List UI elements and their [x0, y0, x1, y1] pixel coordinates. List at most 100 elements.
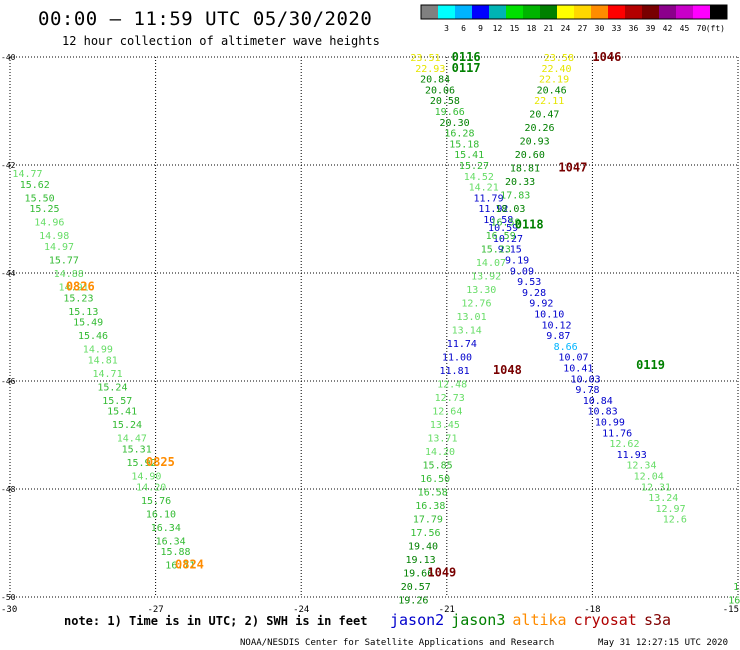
swh-label: 20.84 — [420, 75, 450, 86]
legend-swatch — [557, 5, 575, 19]
legend-unit: (ft) — [706, 24, 725, 33]
satellite-s3a: s3a — [644, 611, 671, 629]
plot-grid — [9, 56, 739, 598]
swh-label: 14.96 — [34, 218, 64, 229]
axis-labels: -40 -42 -44 -46 -48 -50 -30 -27 -24 -21 -18 -15 — [1, 53, 739, 615]
legend-label: 6 — [461, 24, 466, 33]
swh-label: 12.64 — [432, 407, 462, 418]
legend-frame — [420, 4, 728, 20]
swh-label: 17.56 — [410, 528, 440, 539]
satellite-jason2: jason2 — [390, 611, 444, 629]
swh-label: 14.91 — [59, 283, 89, 294]
swh-label: 23.58 — [544, 53, 574, 64]
swh-label: 16.2 — [728, 596, 740, 607]
swh-label: 16.28 — [444, 129, 474, 140]
swh-label: 14.47 — [117, 434, 147, 445]
swh-label: 11.81 — [440, 366, 470, 377]
pass-time-label: 0118 — [515, 217, 544, 231]
swh-label: 19.13 — [406, 555, 436, 566]
legend-label: 27 — [578, 24, 588, 33]
swh-label: 11.92 — [478, 204, 508, 215]
legend-label: 9 — [478, 24, 483, 33]
chart-subtitle: 12 hour collection of altimeter wave hei… — [62, 34, 380, 48]
pass-time-label: 0824 — [175, 558, 204, 572]
swh-label: 15.41 — [454, 150, 484, 161]
swh-label: 15.24 — [112, 420, 142, 431]
swh-label: 18.81 — [510, 164, 540, 175]
y-tick-label: -42 — [1, 161, 16, 170]
swh-label: 10.41 — [563, 364, 593, 375]
swh-label: 10.99 — [595, 418, 625, 429]
swh-label: 11.93 — [617, 450, 647, 461]
pass-time-label: 1049 — [427, 566, 456, 580]
swh-label: 16.34 — [151, 523, 181, 534]
swh-label: 14.98 — [39, 231, 69, 242]
swh-label: 15.76 — [141, 496, 171, 507]
pass-time-label: 1047 — [558, 161, 587, 175]
swh-label: 15.46 — [78, 331, 108, 342]
legend-label: 70 — [697, 24, 707, 33]
swh-label: 13.24 — [648, 493, 678, 504]
swh-label: 14.97 — [44, 242, 74, 253]
swh-label: 17.79 — [413, 515, 443, 526]
legend-label: 15 — [510, 24, 520, 33]
swh-label: 15 — [733, 582, 740, 593]
chart-title: 00:00 – 11:59 UTC 05/30/2020 — [38, 8, 373, 30]
swh-label: 10.07 — [558, 353, 588, 364]
y-tick-label: -50 — [1, 593, 16, 602]
satellite-altika: altika — [512, 611, 566, 629]
swh-label: 16.59 — [490, 218, 520, 229]
y-tick-label: -46 — [1, 377, 16, 386]
legend-swatch — [608, 5, 626, 19]
swh-label: 12.04 — [634, 472, 664, 483]
swh-label: 10.10 — [534, 310, 564, 321]
legend-swatch — [455, 5, 473, 19]
swh-label: 11.74 — [447, 339, 477, 350]
swh-label: 14.81 — [88, 355, 118, 366]
legend-swatch — [693, 5, 711, 19]
swh-label: 10.12 — [541, 320, 571, 331]
legend-swatch — [659, 5, 677, 19]
footer-timestamp: May 31 12:27:15 UTC 2020 — [598, 638, 728, 648]
pass-time-label: 0826 — [66, 280, 95, 294]
pass-time-label: 0117 — [452, 61, 481, 75]
legend-label: 3 — [444, 24, 449, 33]
swh-label: 15.27 — [459, 161, 489, 172]
swh-label: 20.47 — [529, 110, 559, 121]
swh-label: 19.66 — [403, 569, 433, 580]
swh-label: 18.03 — [495, 204, 525, 215]
swh-label: 19.40 — [408, 542, 438, 553]
swh-label: 16.38 — [415, 501, 445, 512]
legend-swatch — [642, 5, 660, 19]
swh-label: 9.53 — [517, 277, 541, 288]
x-tick-label: -30 — [1, 605, 17, 615]
swh-label: 10.84 — [583, 396, 613, 407]
swh-label: 20.30 — [440, 118, 470, 129]
swh-label: 15.24 — [97, 382, 127, 393]
swh-label: 14.07 — [476, 258, 506, 269]
swh-label: 12.31 — [641, 482, 671, 493]
swh-label: 15.13 — [68, 307, 98, 318]
swh-label: 9.28 — [522, 288, 546, 299]
swh-label: 14.20 — [425, 447, 455, 458]
satellite-jason3: jason3 — [451, 611, 505, 629]
swh-label: 14.77 — [12, 169, 42, 180]
swh-label: 10.59 — [488, 223, 518, 234]
legend-swatch — [421, 5, 439, 19]
swh-label: 12.48 — [437, 380, 467, 391]
swh-label: 22.11 — [534, 96, 564, 107]
swh-label: 15.50 — [25, 193, 55, 204]
swh-label: 12.34 — [626, 461, 656, 472]
swh-label: 15.23 — [63, 293, 93, 304]
legend-label: 30 — [595, 24, 605, 33]
swh-label: 15.85 — [423, 461, 453, 472]
swh-label: 20.46 — [537, 85, 567, 96]
swh-label: 9.92 — [529, 299, 553, 310]
swh-label: 13.30 — [466, 285, 496, 296]
swh-label: 9.87 — [546, 331, 570, 342]
legend-swatch — [489, 5, 507, 19]
swh-label: 10.27 — [493, 234, 523, 245]
swh-label: 15.23 — [481, 245, 511, 256]
swh-label: 12.97 — [655, 504, 685, 515]
